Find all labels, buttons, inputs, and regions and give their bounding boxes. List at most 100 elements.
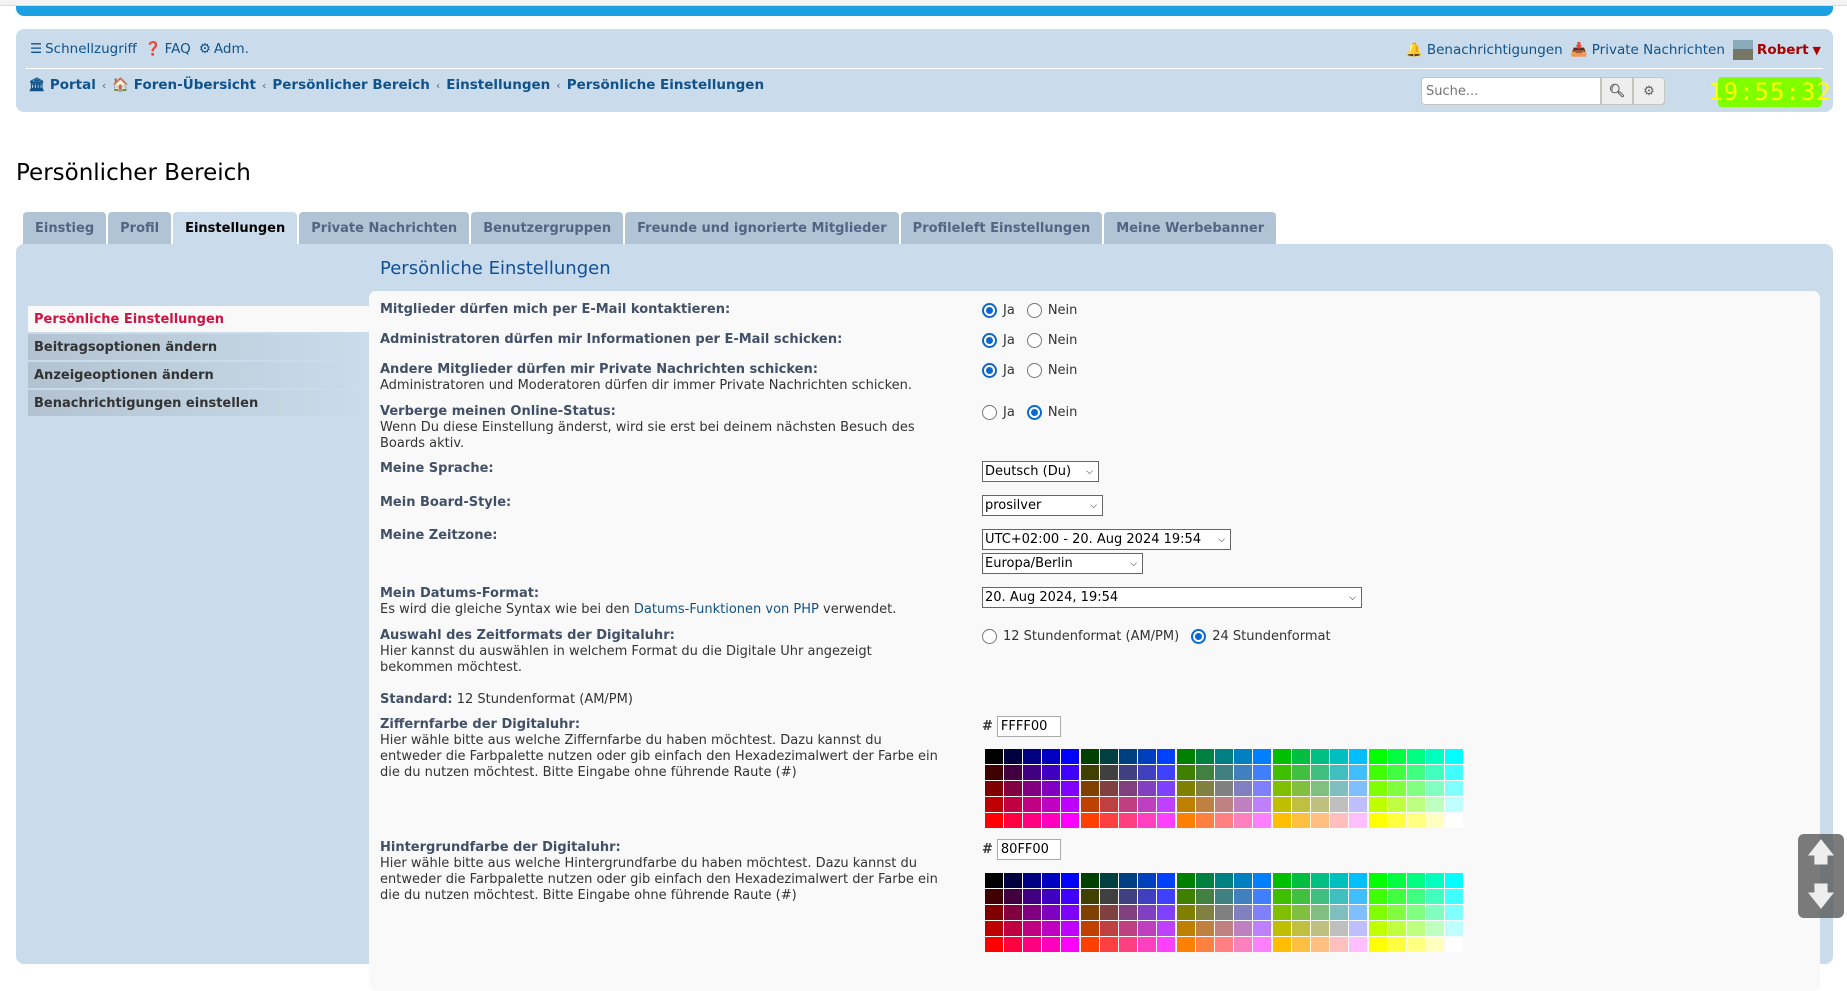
palette-swatch[interactable] xyxy=(1157,937,1175,952)
palette-swatch[interactable] xyxy=(1311,813,1329,828)
tab-item[interactable]: Freunde und ignorierte Mitglieder xyxy=(625,212,899,244)
palette-swatch[interactable] xyxy=(1330,781,1348,796)
palette-swatch[interactable] xyxy=(1138,765,1156,780)
palette-swatch[interactable] xyxy=(1369,781,1387,796)
palette-swatch[interactable] xyxy=(1215,765,1233,780)
palette-swatch[interactable] xyxy=(1330,873,1348,888)
private-messages-link[interactable]: 📥 Private Nachrichten xyxy=(1571,42,1725,58)
palette-swatch[interactable] xyxy=(1349,797,1367,812)
palette-swatch[interactable] xyxy=(985,781,1003,796)
palette-swatch[interactable] xyxy=(1100,889,1118,904)
palette-swatch[interactable] xyxy=(1138,937,1156,952)
palette-swatch[interactable] xyxy=(1023,765,1041,780)
palette-swatch[interactable] xyxy=(1138,921,1156,936)
radio-no[interactable] xyxy=(1026,405,1042,420)
palette-swatch[interactable] xyxy=(1119,797,1137,812)
palette-swatch[interactable] xyxy=(1349,781,1367,796)
palette-swatch[interactable] xyxy=(1061,813,1079,828)
search-input[interactable] xyxy=(1421,77,1601,105)
tab-item[interactable]: Profil xyxy=(108,212,172,244)
palette-swatch[interactable] xyxy=(1061,781,1079,796)
palette-swatch[interactable] xyxy=(1081,797,1099,812)
palette-swatch[interactable] xyxy=(1081,749,1099,764)
palette-swatch[interactable] xyxy=(1292,781,1310,796)
palette-swatch[interactable] xyxy=(1157,797,1175,812)
side-menu-item[interactable]: Benachrichtigungen einstellen xyxy=(28,390,369,416)
palette-swatch[interactable] xyxy=(1426,797,1444,812)
palette-swatch[interactable] xyxy=(1196,905,1214,920)
palette-swatch[interactable] xyxy=(1023,889,1041,904)
palette-swatch[interactable] xyxy=(1042,937,1060,952)
palette-swatch[interactable] xyxy=(1081,813,1099,828)
palette-swatch[interactable] xyxy=(1273,889,1291,904)
palette-swatch[interactable] xyxy=(1138,873,1156,888)
palette-swatch[interactable] xyxy=(1234,765,1252,780)
palette-swatch[interactable] xyxy=(1349,749,1367,764)
palette-swatch[interactable] xyxy=(1253,781,1271,796)
palette-swatch[interactable] xyxy=(1253,889,1271,904)
palette-swatch[interactable] xyxy=(1426,889,1444,904)
palette-swatch[interactable] xyxy=(1023,937,1041,952)
palette-swatch[interactable] xyxy=(1388,873,1406,888)
palette-swatch[interactable] xyxy=(1004,873,1022,888)
palette-swatch[interactable] xyxy=(1234,813,1252,828)
palette-swatch[interactable] xyxy=(1311,905,1329,920)
palette-swatch[interactable] xyxy=(1081,765,1099,780)
palette-swatch[interactable] xyxy=(1273,937,1291,952)
palette-swatch[interactable] xyxy=(1215,873,1233,888)
bg-color-input[interactable] xyxy=(996,839,1061,860)
palette-swatch[interactable] xyxy=(1023,781,1041,796)
palette-swatch[interactable] xyxy=(1407,797,1425,812)
palette-swatch[interactable] xyxy=(1042,797,1060,812)
admin-link[interactable]: ⚙ Adm. xyxy=(199,41,249,57)
palette-swatch[interactable] xyxy=(1081,873,1099,888)
faq-link[interactable]: ❓ FAQ xyxy=(145,41,191,57)
palette-swatch[interactable] xyxy=(1196,781,1214,796)
palette-swatch[interactable] xyxy=(1023,873,1041,888)
palette-swatch[interactable] xyxy=(1061,873,1079,888)
palette-swatch[interactable] xyxy=(1234,889,1252,904)
palette-swatch[interactable] xyxy=(1426,921,1444,936)
palette-swatch[interactable] xyxy=(1234,797,1252,812)
tab-item[interactable]: Einstieg xyxy=(23,212,107,244)
palette-swatch[interactable] xyxy=(1273,905,1291,920)
palette-swatch[interactable] xyxy=(1445,921,1463,936)
language-select[interactable]: Deutsch (Du) ⌵ xyxy=(982,461,1099,482)
palette-swatch[interactable] xyxy=(1119,765,1137,780)
palette-swatch[interactable] xyxy=(1061,749,1079,764)
radio-yes[interactable] xyxy=(982,363,997,378)
palette-swatch[interactable] xyxy=(1138,905,1156,920)
palette-swatch[interactable] xyxy=(1311,873,1329,888)
palette-swatch[interactable] xyxy=(1100,921,1118,936)
palette-swatch[interactable] xyxy=(1100,765,1118,780)
palette-swatch[interactable] xyxy=(1369,937,1387,952)
palette-swatch[interactable] xyxy=(1330,905,1348,920)
palette-swatch[interactable] xyxy=(1253,905,1271,920)
palette-swatch[interactable] xyxy=(985,921,1003,936)
palette-swatch[interactable] xyxy=(1215,797,1233,812)
palette-swatch[interactable] xyxy=(1426,781,1444,796)
radio-12h[interactable] xyxy=(982,629,997,644)
palette-swatch[interactable] xyxy=(1426,749,1444,764)
palette-swatch[interactable] xyxy=(1177,765,1195,780)
palette-swatch[interactable] xyxy=(1119,905,1137,920)
palette-swatch[interactable] xyxy=(1292,905,1310,920)
palette-swatch[interactable] xyxy=(1042,873,1060,888)
palette-swatch[interactable] xyxy=(1215,889,1233,904)
palette-swatch[interactable] xyxy=(1273,781,1291,796)
palette-swatch[interactable] xyxy=(1157,873,1175,888)
palette-swatch[interactable] xyxy=(1426,765,1444,780)
digit-color-input[interactable] xyxy=(996,716,1061,737)
palette-swatch[interactable] xyxy=(1253,797,1271,812)
palette-swatch[interactable] xyxy=(1196,765,1214,780)
palette-swatch[interactable] xyxy=(1426,873,1444,888)
palette-swatch[interactable] xyxy=(1177,937,1195,952)
crumb-portal[interactable]: 🏛 Portal xyxy=(28,77,96,93)
palette-swatch[interactable] xyxy=(1311,749,1329,764)
palette-swatch[interactable] xyxy=(1407,937,1425,952)
palette-swatch[interactable] xyxy=(1061,765,1079,780)
palette-swatch[interactable] xyxy=(1138,889,1156,904)
palette-swatch[interactable] xyxy=(1273,873,1291,888)
palette-swatch[interactable] xyxy=(1311,797,1329,812)
palette-swatch[interactable] xyxy=(1311,921,1329,936)
